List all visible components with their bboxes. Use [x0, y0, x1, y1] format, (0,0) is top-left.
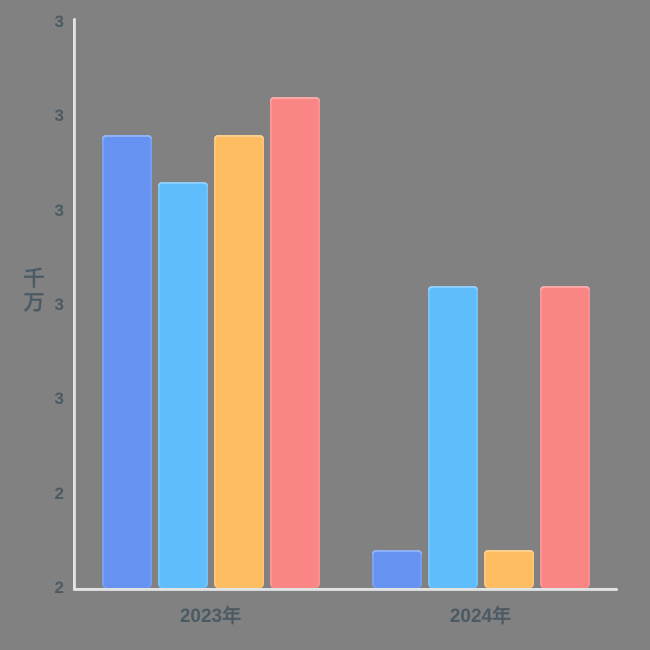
- x-axis-line: [73, 588, 618, 591]
- bar-light-blue-0: [157, 182, 208, 588]
- y-tick-label-5: 2: [54, 483, 64, 503]
- y-tick-label-6: 2: [54, 578, 64, 597]
- bar-orange-0: [213, 135, 264, 588]
- y-tick-label-1: 3: [54, 106, 64, 126]
- x-axis-label-1: 2024年: [449, 606, 512, 627]
- y-axis-title: 千万: [21, 267, 44, 315]
- bar-blue-1: [371, 550, 422, 588]
- bar-red-1: [539, 286, 590, 588]
- bar-orange-1: [483, 550, 534, 588]
- y-axis-line: [73, 18, 76, 591]
- bar-red-0: [269, 97, 320, 588]
- y-tick-label-0: 3: [54, 12, 64, 31]
- x-axis-label-0: 2023年: [179, 606, 242, 627]
- bar-blue-0: [101, 135, 152, 588]
- y-tick-label-2: 3: [54, 200, 64, 220]
- bar-light-blue-1: [427, 286, 478, 588]
- y-tick-label-4: 3: [54, 389, 64, 409]
- y-tick-label-3: 3: [54, 295, 64, 314]
